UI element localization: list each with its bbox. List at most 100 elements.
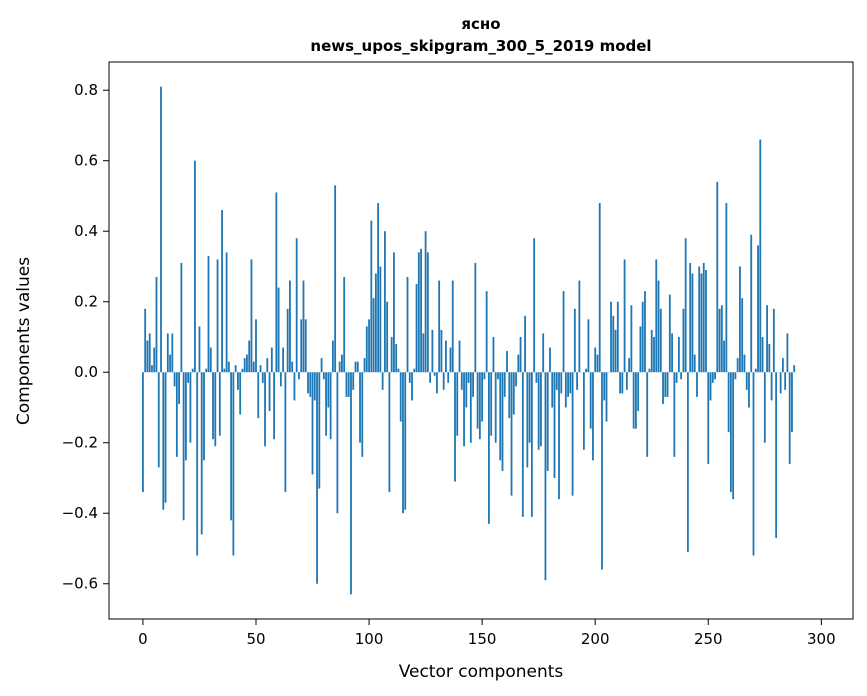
bar xyxy=(225,252,228,373)
bar xyxy=(736,358,739,373)
bar xyxy=(616,301,619,373)
bar xyxy=(379,266,382,373)
bar xyxy=(460,372,463,390)
bar xyxy=(761,336,764,373)
y-tick-label: 0.2 xyxy=(74,293,98,311)
bar xyxy=(659,308,662,373)
bar xyxy=(264,372,266,447)
bar xyxy=(252,361,255,373)
bar xyxy=(732,372,735,500)
bar xyxy=(535,372,538,383)
bar xyxy=(641,301,644,373)
bar xyxy=(506,351,508,373)
bar xyxy=(173,372,176,387)
x-tick-label: 150 xyxy=(468,630,497,648)
bar xyxy=(763,372,766,443)
bar xyxy=(368,319,370,373)
bar xyxy=(555,372,558,390)
bar xyxy=(521,372,524,517)
bar xyxy=(377,203,380,373)
bar xyxy=(542,333,545,373)
plot-frame xyxy=(108,61,854,620)
bar xyxy=(442,372,445,390)
bar xyxy=(157,372,160,468)
bar xyxy=(632,372,635,429)
bar xyxy=(359,372,361,443)
bar xyxy=(198,326,201,373)
bar xyxy=(698,266,701,373)
bar xyxy=(499,372,502,461)
bar xyxy=(472,372,474,397)
bar xyxy=(576,372,579,390)
bar xyxy=(748,372,750,408)
bar xyxy=(153,347,156,373)
bar xyxy=(381,372,384,390)
bar xyxy=(598,203,601,373)
bar xyxy=(424,231,427,373)
bar xyxy=(716,181,719,373)
bar xyxy=(655,259,658,373)
bar xyxy=(413,368,416,373)
bar xyxy=(533,238,536,373)
bar xyxy=(440,329,443,373)
bar xyxy=(354,361,357,373)
bar xyxy=(702,262,705,373)
bar xyxy=(155,277,158,373)
bar xyxy=(289,280,291,373)
bar xyxy=(614,329,617,373)
bar xyxy=(248,340,251,373)
y-tick-label: −0.6 xyxy=(62,575,98,593)
y-tick-label: −0.2 xyxy=(62,434,98,452)
bar xyxy=(766,305,768,373)
bar xyxy=(207,255,210,373)
bar xyxy=(393,252,395,373)
bar xyxy=(365,326,368,373)
y-axis-label: Components values xyxy=(14,257,34,425)
bar xyxy=(237,372,239,390)
bar xyxy=(492,336,495,373)
y-tick-label: 0.6 xyxy=(74,152,98,170)
bar xyxy=(298,372,300,380)
bar xyxy=(191,368,194,373)
bar xyxy=(517,354,520,373)
bar xyxy=(596,354,599,373)
bar xyxy=(343,277,346,373)
bar xyxy=(415,284,418,373)
bar xyxy=(628,358,631,373)
bar xyxy=(447,372,450,383)
bar xyxy=(693,354,696,373)
bar xyxy=(456,372,459,436)
bar xyxy=(759,139,762,373)
bar xyxy=(530,372,533,517)
bar xyxy=(352,372,355,390)
bar xyxy=(662,372,664,404)
bar xyxy=(476,372,479,429)
bar xyxy=(635,372,637,429)
bar xyxy=(657,280,660,373)
bar xyxy=(610,301,612,373)
bar xyxy=(216,259,219,373)
bar xyxy=(218,372,221,436)
bar xyxy=(189,372,192,443)
bar xyxy=(374,273,377,373)
bar xyxy=(637,372,640,412)
bar xyxy=(582,372,585,450)
bar xyxy=(772,308,775,373)
bar xyxy=(205,368,208,373)
bar xyxy=(601,372,603,570)
bar xyxy=(592,372,594,461)
bar xyxy=(146,340,149,373)
bar xyxy=(322,372,325,380)
bar xyxy=(187,372,190,383)
bar xyxy=(745,372,748,390)
bar xyxy=(361,372,364,457)
bar xyxy=(275,192,278,373)
bar xyxy=(356,361,359,373)
bar xyxy=(497,372,499,380)
bar xyxy=(325,372,327,436)
bar xyxy=(273,372,275,440)
bar xyxy=(723,340,726,373)
bar xyxy=(718,308,721,373)
bar xyxy=(286,308,289,373)
bar xyxy=(775,372,778,538)
